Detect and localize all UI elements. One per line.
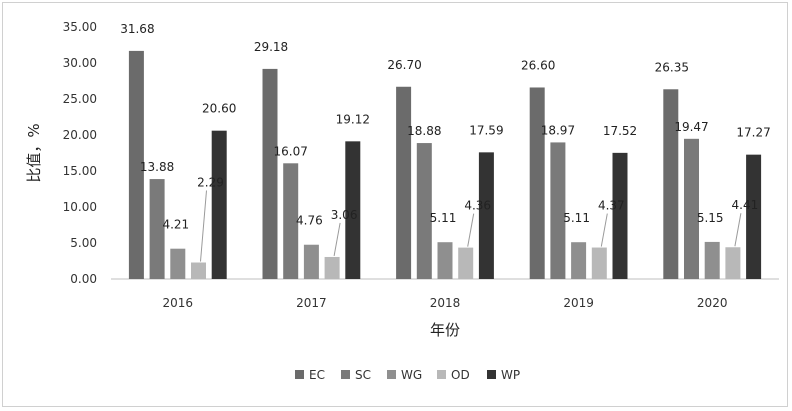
- leader-line-od-2017: [333, 222, 341, 257]
- y-tick-label: 35.00: [63, 20, 97, 34]
- y-tick-label: 25.00: [63, 92, 97, 106]
- bar-wp-2019: [612, 152, 628, 279]
- bar-wg-2016: [170, 248, 186, 279]
- data-label-sc-2020: 19.47: [674, 120, 708, 134]
- bar-od-2016: [191, 262, 206, 279]
- data-label-wp-2019: 17.52: [603, 124, 637, 138]
- data-label-sc-2016: 13.88: [140, 160, 174, 174]
- bar-od-2020: [725, 247, 741, 279]
- bar-wp-2017: [345, 141, 361, 279]
- y-tick-label: 30.00: [63, 56, 97, 70]
- x-tick-label: 2019: [563, 296, 594, 310]
- bar-wg-2018: [437, 242, 453, 279]
- data-label-sc-2019: 18.97: [541, 123, 575, 137]
- legend-swatch-od: [437, 370, 446, 379]
- data-label-wp-2020: 17.27: [736, 126, 770, 140]
- bar-ec-2016: [128, 50, 144, 280]
- bar-ec-2020: [663, 89, 679, 279]
- bar-wp-2018: [478, 152, 494, 279]
- data-label-wg-2016: 4.21: [162, 218, 189, 232]
- data-label-od-2018: 4.36: [464, 199, 491, 213]
- bar-od-2018: [458, 247, 474, 279]
- data-label-wg-2019: 5.11: [563, 211, 590, 225]
- data-label-od-2020: 4.41: [732, 198, 759, 212]
- bar-ec-2017: [262, 68, 278, 280]
- data-label-sc-2017: 16.07: [274, 144, 308, 158]
- legend-label-od: OD: [451, 368, 470, 382]
- bar-ec-2019: [529, 87, 545, 279]
- x-tick-label: 2020: [697, 296, 728, 310]
- legend-label-sc: SC: [355, 368, 371, 382]
- data-label-ec-2020: 26.35: [655, 60, 689, 74]
- y-tick-label: 5.00: [70, 236, 97, 250]
- data-label-ec-2018: 26.70: [387, 58, 421, 72]
- y-tick-label: 20.00: [63, 128, 97, 142]
- x-axis-ticks: 2016 2017 2018 2019 2020: [163, 296, 728, 310]
- x-axis-title: 年份: [430, 321, 460, 339]
- data-label-ec-2017: 29.18: [254, 40, 288, 54]
- data-label-od-2016: 2.29: [197, 176, 224, 190]
- bar-ec-2018: [396, 86, 412, 279]
- bar-wg-2020: [704, 241, 720, 279]
- data-label-sc-2018: 18.88: [407, 124, 441, 138]
- data-label-ec-2016: 31.68: [120, 22, 154, 36]
- legend-swatch-wp: [487, 370, 496, 379]
- data-label-wp-2016: 20.60: [202, 102, 236, 116]
- bar-od-2019: [591, 247, 607, 279]
- y-tick-label: 10.00: [63, 200, 97, 214]
- chart-frame: 0.00 5.00 10.00 15.00 20.00 25.00 30.00 35.00 3…: [2, 2, 788, 407]
- bar-wp-2016: [211, 130, 227, 279]
- legend-swatch-wg: [387, 370, 396, 379]
- x-tick-label: 2016: [163, 296, 194, 310]
- legend-label-wg: WG: [401, 368, 422, 382]
- bar-chart: 0.00 5.00 10.00 15.00 20.00 25.00 30.00 35.00 3…: [25, 20, 779, 382]
- bar-od-2017: [324, 256, 340, 279]
- bar-sc-2017: [283, 163, 299, 279]
- legend: EC SC WG OD WP: [295, 368, 520, 382]
- data-label-wp-2018: 17.59: [469, 123, 503, 137]
- leader-line-od-2018: [467, 213, 475, 247]
- leader-line-od-2016: [200, 190, 207, 262]
- data-label-wg-2018: 5.11: [430, 211, 457, 225]
- leader-line-od-2019: [600, 213, 608, 247]
- bars-group: [128, 50, 762, 280]
- data-label-od-2019: 4.37: [598, 199, 625, 213]
- data-label-od-2017: 3.06: [331, 208, 358, 222]
- x-tick-label: 2017: [296, 296, 327, 310]
- y-axis-ticks: 0.00 5.00 10.00 15.00 20.00 25.00 30.00 35.00: [63, 20, 97, 286]
- data-label-wp-2017: 19.12: [336, 112, 370, 126]
- leader-lines: [200, 190, 742, 262]
- data-label-ec-2019: 26.60: [521, 58, 555, 72]
- bar-wp-2020: [746, 154, 762, 279]
- bar-sc-2018: [416, 143, 432, 279]
- bar-sc-2020: [684, 138, 699, 279]
- bar-sc-2019: [550, 142, 566, 279]
- leader-line-od-2020: [734, 213, 742, 247]
- x-tick-label: 2018: [430, 296, 461, 310]
- data-labels-group: 31.68 13.88 4.21 2.29 20.60 29.18 16.07 4.76 3.0…: [120, 22, 771, 232]
- data-label-wg-2020: 5.15: [697, 211, 724, 225]
- legend-swatch-sc: [341, 370, 350, 379]
- bar-sc-2016: [149, 179, 165, 279]
- y-tick-label: 0.00: [70, 272, 97, 286]
- legend-swatch-ec: [295, 370, 304, 379]
- bar-wg-2017: [303, 244, 319, 279]
- data-label-wg-2017: 4.76: [296, 214, 323, 228]
- legend-label-wp: WP: [501, 368, 520, 382]
- legend-label-ec: EC: [309, 368, 325, 382]
- bar-wg-2019: [571, 242, 587, 279]
- y-axis-title: 比值，%: [25, 123, 43, 182]
- y-tick-label: 15.00: [63, 164, 97, 178]
